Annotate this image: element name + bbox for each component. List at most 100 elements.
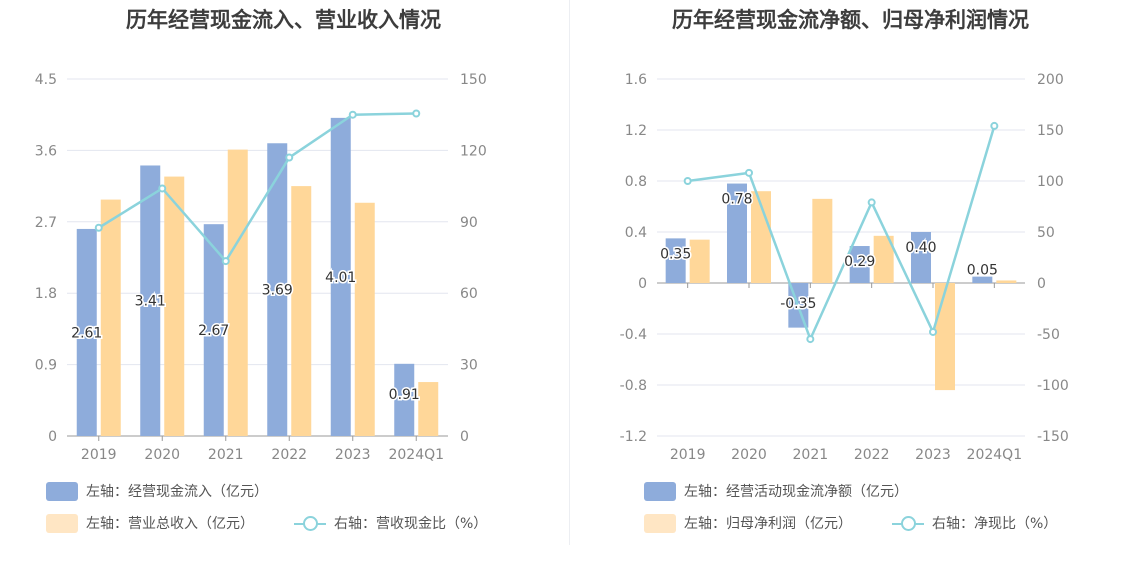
bar-primary	[140, 165, 161, 436]
bar-secondary	[812, 198, 833, 283]
left-chart-panel: 历年经营现金流入、营业收入情况 0 0.9 1.8 2.7 3.6 4.5 0 30 60 90 1…	[35, 8, 487, 533]
legend-item-cash-ratio[interactable]: 右轴：营收现金比（%）	[294, 513, 487, 533]
x-axis-tick-label: 2019	[670, 447, 706, 463]
ratio-point	[412, 109, 421, 118]
bar-primary	[727, 183, 747, 283]
right-axis-tick: 30	[460, 358, 478, 374]
bar-data-label: 0.78	[721, 192, 752, 208]
right-axis-tick: 0	[1037, 276, 1046, 292]
left-axis-tick: 0.8	[625, 174, 647, 190]
right-axis-tick: -50	[1037, 327, 1060, 343]
x-axis-tick-label: 2022	[854, 447, 890, 463]
legend-label: 右轴：净现比（%）	[932, 516, 1058, 532]
ratio-point	[929, 327, 937, 336]
legend-item-net-cash-flow[interactable]: 左轴：经营活动现金流净额（亿元）	[644, 481, 908, 501]
ratio-point	[158, 184, 167, 193]
left-axis-tick: 1.8	[35, 286, 57, 302]
bar-secondary	[689, 239, 710, 283]
ratio-point	[285, 153, 294, 162]
right-axis-tick: 200	[1037, 72, 1064, 88]
right-axis-tick: 100	[1037, 174, 1064, 190]
right-chart-panel: 历年经营现金流净额、归母净利润情况 -1.2 -0.8 -0.4 0 0.4 0.8 1.2…	[567, 0, 1134, 582]
x-axis-tick-label: 2020	[731, 447, 767, 463]
x-axis-tick-label: 2023	[915, 447, 951, 463]
right-axis-tick: 0	[460, 429, 469, 445]
legend-swatch	[46, 481, 78, 501]
bar-secondary	[418, 382, 439, 436]
left-axis-tick: -1.2	[620, 429, 647, 445]
bar-secondary	[227, 149, 248, 436]
bar-data-label: 4.01	[325, 270, 356, 286]
left-axis-tick: 0.4	[625, 225, 647, 241]
x-axis-tick-label: 2020	[144, 447, 180, 463]
bar-data-label: 0.05	[967, 263, 998, 279]
bar-primary	[972, 276, 993, 283]
left-axis-tick: 0.9	[35, 358, 57, 374]
right-axis-tick: 90	[460, 215, 478, 231]
bar-secondary	[751, 191, 771, 283]
bar-secondary	[291, 186, 312, 436]
bar-secondary	[164, 176, 185, 436]
right-axis-tick: 60	[460, 286, 478, 302]
left-axis-tick: 0	[48, 429, 57, 445]
right-axis-tick: 150	[1037, 123, 1064, 139]
ratio-point	[806, 335, 815, 344]
right-axis-tick: 150	[460, 72, 487, 88]
legend-item-net-profit[interactable]: 左轴：归母净利润（亿元）	[644, 513, 852, 533]
bar-data-label: 3.69	[262, 283, 293, 299]
bar-data-label: 3.41	[135, 294, 166, 310]
left-axis-tick: -0.4	[620, 327, 647, 343]
legend-item-net-cash-ratio[interactable]: 右轴：净现比（%）	[892, 513, 1057, 533]
left-axis-tick: 1.6	[625, 72, 647, 88]
x-axis-tick-label: 2021	[793, 447, 829, 463]
legend-label: 左轴：营业总收入（亿元）	[86, 516, 254, 532]
right-axis-tick: -100	[1037, 378, 1069, 394]
legend-label: 左轴：经营现金流入（亿元）	[86, 484, 268, 500]
ratio-point	[990, 121, 999, 130]
left-axis-tick: 0	[638, 276, 647, 292]
x-axis-tick-label: 2021	[208, 447, 244, 463]
bar-primary	[911, 232, 931, 283]
ratio-point	[683, 177, 692, 185]
legend-swatch	[644, 481, 676, 501]
legend-line-swatch	[294, 514, 326, 533]
legend-label: 左轴：归母净利润（亿元）	[684, 516, 852, 532]
bar-secondary	[354, 202, 375, 436]
legend-label: 右轴：营收现金比（%）	[334, 516, 488, 532]
bar-data-label: 0.40	[905, 240, 936, 256]
left-axis-tick: 3.6	[35, 143, 57, 159]
bar-data-label: -0.35	[780, 296, 816, 312]
bar-primary	[394, 363, 415, 436]
panel-divider	[569, 0, 570, 545]
bar-data-label: 0.35	[660, 246, 691, 262]
chart-title: 历年经营现金流净额、归母净利润情况	[672, 8, 1029, 32]
left-axis-tick: 2.7	[35, 215, 57, 231]
left-axis-tick: 1.2	[625, 123, 647, 139]
right-axis-tick: 50	[1037, 225, 1055, 241]
bar-secondary	[873, 235, 894, 283]
legend-item-revenue[interactable]: 左轴：营业总收入（亿元）	[46, 513, 254, 533]
bar-primary	[330, 117, 351, 436]
x-axis-tick-label: 2024Q1	[967, 447, 1023, 463]
left-axis-tick: 4.5	[35, 72, 57, 88]
legend-line-swatch	[892, 514, 924, 533]
x-axis-tick-label: 2022	[271, 447, 307, 463]
bar-data-label: 2.67	[198, 323, 229, 339]
right-axis-tick: 120	[460, 143, 487, 159]
bar-data-label: 0.29	[844, 254, 875, 270]
bar-primary	[849, 246, 870, 283]
ratio-point	[221, 257, 230, 266]
bar-secondary	[996, 280, 1017, 283]
ratio-point	[348, 110, 357, 119]
bar-secondary	[935, 283, 955, 391]
bar-primary	[76, 228, 97, 436]
legend-label: 左轴：经营活动现金流净额（亿元）	[684, 484, 908, 500]
right-chart-svg: -1.2 -0.8 -0.4 0 0.4 0.8 1.2 1.6 -150 -100 -50 0 50 1…	[620, 72, 1069, 463]
ratio-line	[687, 125, 996, 343]
ratio-point	[745, 168, 753, 177]
legend-item-cash-inflow[interactable]: 左轴：经营现金流入（亿元）	[46, 481, 268, 501]
ratio-line	[98, 112, 417, 264]
bar-data-label: 0.91	[389, 387, 420, 403]
bar-primary	[267, 143, 288, 436]
x-axis-tick-label: 2019	[81, 447, 117, 463]
